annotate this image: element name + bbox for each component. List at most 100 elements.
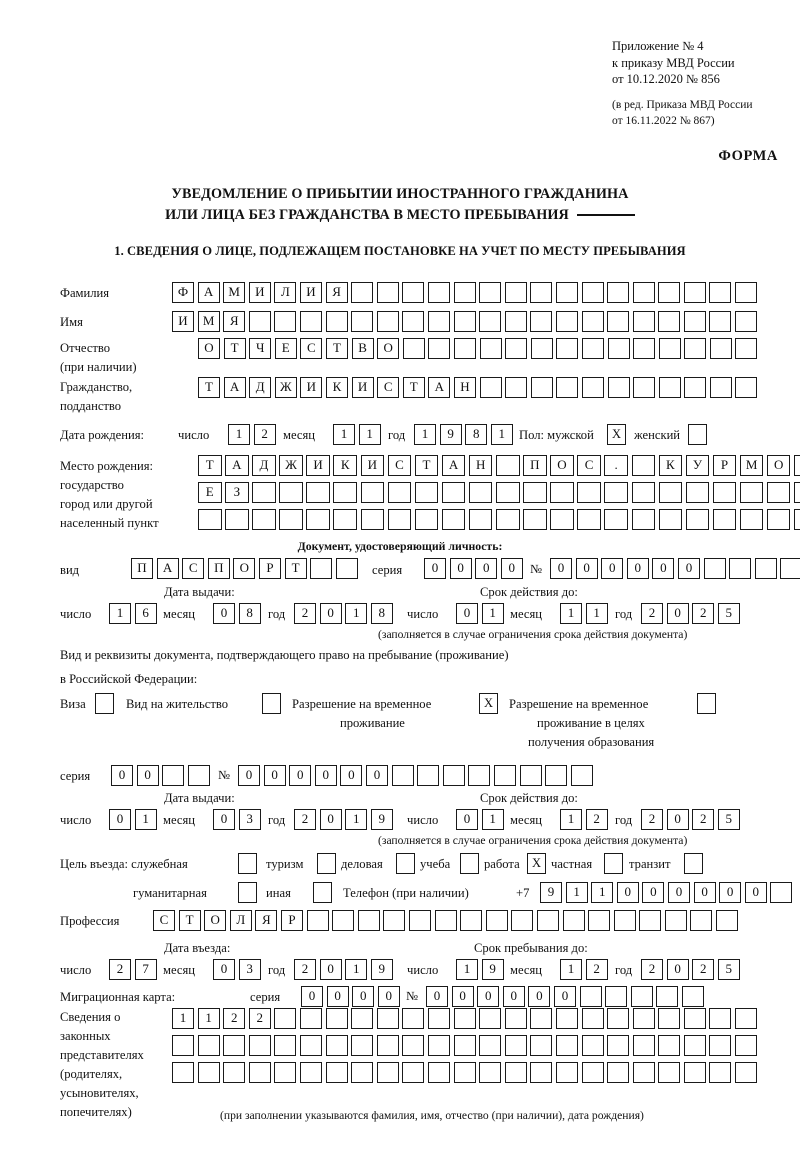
visa-checkbox[interactable] [95,693,114,714]
char-cell[interactable] [607,1008,630,1029]
char-cell[interactable] [453,282,476,303]
char-cell[interactable]: 2 [641,809,663,830]
char-cell[interactable]: 1 [345,809,368,830]
char-cell[interactable] [376,311,399,332]
purpose-business-checkbox[interactable] [396,853,415,874]
char-cell[interactable]: Л [229,910,252,931]
char-cell[interactable] [633,338,656,359]
char-cell[interactable]: 2 [585,809,608,830]
char-cell[interactable] [577,482,601,503]
char-cell[interactable]: 1 [109,603,131,624]
char-cell[interactable]: Р [258,558,281,579]
char-cell[interactable] [712,482,737,503]
char-cell[interactable] [683,282,706,303]
char-cell[interactable]: 0 [601,558,624,579]
char-cell[interactable] [402,1008,425,1029]
char-cell[interactable] [427,1035,450,1056]
char-cell[interactable] [581,282,604,303]
char-cell[interactable] [729,558,752,579]
char-cell[interactable]: Ч [249,338,272,359]
char-cell[interactable]: 2 [641,959,663,980]
char-cell[interactable]: О [233,558,256,579]
char-cell[interactable]: 1 [481,603,504,624]
char-cell[interactable]: О [204,910,227,931]
char-cell[interactable] [496,482,520,503]
char-cell[interactable]: Ж [274,377,297,398]
char-cell[interactable]: 2 [109,959,131,980]
char-cell[interactable]: Р [712,455,737,476]
char-cell[interactable] [504,1062,527,1083]
char-cell[interactable] [274,1035,297,1056]
char-cell[interactable]: А [223,377,246,398]
char-cell[interactable]: М [223,282,246,303]
char-cell[interactable]: 0 [693,882,716,903]
char-cell[interactable] [530,1062,553,1083]
purpose-private-checkbox[interactable] [604,853,623,874]
char-cell[interactable] [453,1062,476,1083]
char-cell[interactable] [683,1062,706,1083]
char-cell[interactable]: 2 [248,1008,271,1029]
char-cell[interactable] [685,482,710,503]
char-cell[interactable]: О [377,338,400,359]
char-cell[interactable]: П [523,455,547,476]
char-cell[interactable] [442,765,465,786]
char-cell[interactable] [632,311,655,332]
char-cell[interactable] [530,338,553,359]
char-cell[interactable] [357,910,380,931]
char-cell[interactable]: 9 [370,959,393,980]
temp-residence-edu-checkbox[interactable] [697,693,716,714]
char-cell[interactable] [453,311,476,332]
char-cell[interactable] [172,1035,194,1056]
char-cell[interactable]: 1 [565,882,588,903]
char-cell[interactable] [172,1062,194,1083]
char-cell[interactable]: Е [274,338,297,359]
char-cell[interactable] [279,509,303,530]
char-cell[interactable] [555,1062,578,1083]
char-cell[interactable] [709,282,732,303]
char-cell[interactable]: Ф [172,282,194,303]
char-cell[interactable]: 1 [197,1008,220,1029]
char-cell[interactable] [383,910,406,931]
char-cell[interactable]: Р [280,910,303,931]
char-cell[interactable] [735,311,758,332]
char-cell[interactable]: 0 [377,986,400,1007]
char-cell[interactable] [274,1008,297,1029]
char-cell[interactable]: 3 [238,809,261,830]
char-cell[interactable] [685,509,710,530]
char-cell[interactable] [556,338,579,359]
char-cell[interactable] [658,509,683,530]
char-cell[interactable] [479,1008,502,1029]
char-cell[interactable] [581,1062,604,1083]
char-cell[interactable]: 1 [345,603,368,624]
char-cell[interactable]: 6 [134,603,157,624]
char-cell[interactable]: А [441,455,466,476]
purpose-study-checkbox[interactable] [460,853,479,874]
char-cell[interactable]: У [685,455,710,476]
char-cell[interactable] [504,282,527,303]
char-cell[interactable]: А [428,377,451,398]
char-cell[interactable] [735,1035,758,1056]
char-cell[interactable] [658,311,681,332]
char-cell[interactable] [519,765,542,786]
char-cell[interactable]: 1 [490,424,513,445]
char-cell[interactable] [252,482,276,503]
char-cell[interactable] [335,558,358,579]
char-cell[interactable] [299,1035,322,1056]
char-cell[interactable] [570,765,593,786]
char-cell[interactable] [683,1008,706,1029]
char-cell[interactable]: 1 [345,959,368,980]
char-cell[interactable] [607,338,630,359]
char-cell[interactable] [376,1008,399,1029]
char-cell[interactable] [632,282,655,303]
char-cell[interactable]: И [351,377,374,398]
char-cell[interactable]: 0 [553,986,576,1007]
char-cell[interactable] [562,910,585,931]
